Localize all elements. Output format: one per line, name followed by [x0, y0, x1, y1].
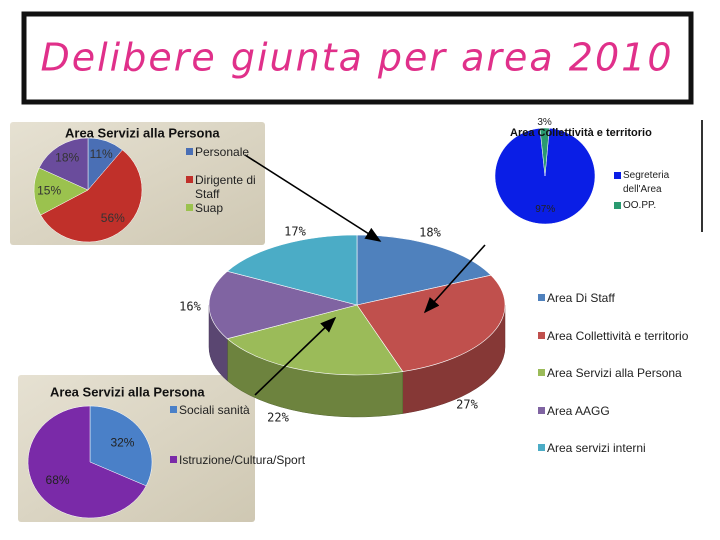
legend-label: Area AAGG [547, 403, 610, 418]
pie-slice [539, 127, 550, 177]
legend-label: Dirigente di Staff [195, 173, 256, 201]
data-label: 15% [37, 183, 61, 197]
data-label: 16% [179, 300, 201, 314]
legend-label: Personale [195, 145, 250, 159]
data-label: 17% [284, 225, 306, 239]
pie-slice [40, 149, 143, 243]
callout-arrow [254, 316, 337, 396]
title-box [21, 11, 694, 105]
callout-arrow [244, 154, 382, 242]
pie-slice [33, 167, 89, 216]
data-label: 56% [101, 211, 125, 225]
data-label: 97% [535, 204, 555, 215]
data-label: 11% [90, 147, 113, 161]
legend-label: OO.PP. [623, 200, 657, 211]
data-label: 3% [537, 117, 552, 128]
pie-slice [27, 405, 147, 519]
legend-swatch [186, 204, 193, 211]
legend-label: Area Servizi alla Persona [547, 366, 682, 380]
data-label: 27% [456, 398, 478, 412]
data-label: 32% [110, 436, 134, 450]
legend-swatch [614, 172, 621, 179]
legend-swatch [538, 444, 545, 451]
legend-swatch [538, 369, 545, 376]
legend-swatch [186, 176, 193, 183]
data-label: 18% [419, 226, 441, 240]
pie-slice [38, 137, 89, 191]
legend-swatch [170, 406, 177, 413]
data-label: 22% [267, 411, 289, 425]
legend-label: Area Collettività e territorio [547, 328, 689, 343]
pie-slice [226, 304, 404, 376]
legend-swatch [538, 294, 545, 301]
legend-label: Istruzione/Cultura/Sport [179, 453, 306, 467]
callout-arrow [423, 244, 486, 314]
pie-slice [89, 405, 153, 487]
data-label: 18% [55, 151, 79, 165]
pie-slice [208, 270, 359, 340]
legend-swatch [538, 406, 545, 414]
legend-label: Area Di Staff [547, 291, 615, 305]
legend-label: Sociali sanità [179, 403, 250, 417]
pie-slice [226, 234, 358, 306]
data-label: 68% [46, 473, 70, 487]
legend-swatch [614, 202, 621, 209]
legend-label: Suap [195, 201, 224, 215]
legend-swatch [186, 148, 193, 155]
slide-title: Delibere giunta per area 2010 [40, 36, 673, 80]
chart-title: Area Collettività e territorio [510, 127, 652, 139]
pie-slice [494, 127, 596, 225]
pie-slice [356, 274, 506, 372]
legend-label: Area servizi interni [547, 441, 646, 455]
legend-swatch [170, 456, 177, 463]
chart-title: Area Servizi alla Persona [50, 384, 205, 399]
legend-swatch [538, 331, 545, 339]
legend-label: Segreteria dell'Area [623, 170, 670, 195]
chart-title: Area Servizi alla Persona [65, 125, 220, 140]
